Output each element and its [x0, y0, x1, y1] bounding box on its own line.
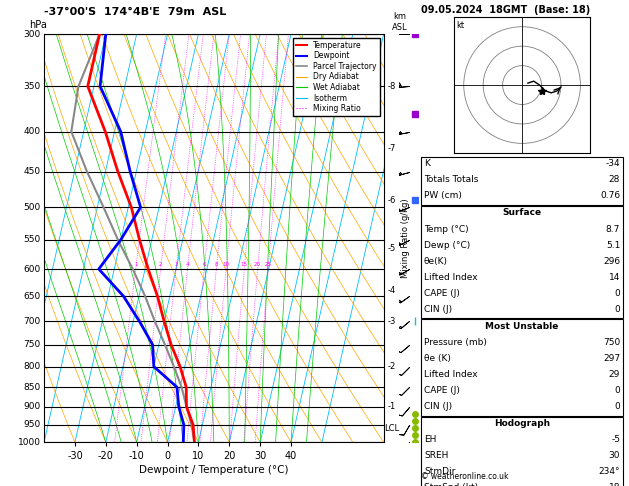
- Text: 450: 450: [23, 167, 41, 176]
- Text: 700: 700: [23, 317, 41, 326]
- Text: 950: 950: [23, 420, 41, 429]
- Text: -3: -3: [387, 317, 396, 326]
- Text: 4: 4: [186, 262, 189, 267]
- Text: 0: 0: [615, 386, 620, 395]
- Text: PW (cm): PW (cm): [424, 191, 462, 200]
- Text: Pressure (mb): Pressure (mb): [424, 338, 487, 347]
- Text: 800: 800: [23, 362, 41, 371]
- Text: 350: 350: [23, 82, 41, 91]
- Text: 20: 20: [254, 262, 261, 267]
- Text: LCL: LCL: [384, 424, 399, 433]
- Text: kt: kt: [456, 21, 464, 30]
- Text: 0: 0: [615, 402, 620, 411]
- Text: 15: 15: [241, 262, 248, 267]
- Text: θe (K): θe (K): [424, 354, 451, 363]
- Text: 750: 750: [603, 338, 620, 347]
- Text: SREH: SREH: [424, 451, 448, 460]
- Legend: Temperature, Dewpoint, Parcel Trajectory, Dry Adiabat, Wet Adiabat, Isotherm, Mi: Temperature, Dewpoint, Parcel Trajectory…: [292, 38, 380, 116]
- Text: 750: 750: [23, 340, 41, 349]
- Text: -5: -5: [387, 244, 396, 253]
- Text: 0.76: 0.76: [600, 191, 620, 200]
- Text: Dewp (°C): Dewp (°C): [424, 241, 470, 249]
- Text: hPa: hPa: [29, 20, 47, 30]
- Text: 0: 0: [615, 305, 620, 313]
- Text: StmSpd (kt): StmSpd (kt): [424, 483, 478, 486]
- Text: 5.1: 5.1: [606, 241, 620, 249]
- Text: -1: -1: [387, 402, 396, 411]
- Text: km
ASL: km ASL: [392, 12, 407, 32]
- Text: Temp (°C): Temp (°C): [424, 225, 469, 233]
- Text: -2: -2: [387, 362, 396, 371]
- Text: Lifted Index: Lifted Index: [424, 273, 477, 281]
- Text: 0: 0: [615, 289, 620, 297]
- Text: 650: 650: [23, 292, 41, 301]
- Text: 296: 296: [603, 257, 620, 265]
- Text: Surface: Surface: [503, 208, 542, 217]
- Text: 400: 400: [23, 127, 41, 136]
- Text: 28: 28: [609, 175, 620, 184]
- Text: 3: 3: [174, 262, 178, 267]
- Text: -34: -34: [606, 159, 620, 168]
- Text: 500: 500: [23, 203, 41, 212]
- Text: 1: 1: [134, 262, 137, 267]
- Text: Totals Totals: Totals Totals: [424, 175, 478, 184]
- Text: 2: 2: [159, 262, 162, 267]
- Text: 300: 300: [23, 30, 41, 38]
- Text: Mixing Ratio (g/kg): Mixing Ratio (g/kg): [401, 198, 410, 278]
- Text: -4: -4: [387, 286, 396, 295]
- Text: 550: 550: [23, 235, 41, 244]
- Text: 234°: 234°: [599, 467, 620, 476]
- X-axis label: Dewpoint / Temperature (°C): Dewpoint / Temperature (°C): [139, 466, 289, 475]
- Text: © weatheronline.co.uk: © weatheronline.co.uk: [421, 472, 509, 481]
- Text: StmDir: StmDir: [424, 467, 455, 476]
- Text: 600: 600: [23, 264, 41, 274]
- Text: θe(K): θe(K): [424, 257, 448, 265]
- Text: 1000: 1000: [18, 438, 41, 447]
- Text: -5: -5: [611, 435, 620, 444]
- Text: 18: 18: [609, 483, 620, 486]
- Text: CIN (J): CIN (J): [424, 402, 452, 411]
- Text: 6: 6: [203, 262, 206, 267]
- Text: 8: 8: [214, 262, 218, 267]
- Text: Lifted Index: Lifted Index: [424, 370, 477, 379]
- Text: Most Unstable: Most Unstable: [486, 322, 559, 330]
- Text: K: K: [424, 159, 430, 168]
- Text: CIN (J): CIN (J): [424, 305, 452, 313]
- Text: 14: 14: [609, 273, 620, 281]
- Text: 297: 297: [603, 354, 620, 363]
- Text: CAPE (J): CAPE (J): [424, 289, 460, 297]
- Text: 10: 10: [223, 262, 230, 267]
- Text: 8.7: 8.7: [606, 225, 620, 233]
- Text: -7: -7: [387, 143, 396, 153]
- Text: 30: 30: [609, 451, 620, 460]
- Text: 900: 900: [23, 402, 41, 411]
- Text: 09.05.2024  18GMT  (Base: 18): 09.05.2024 18GMT (Base: 18): [421, 5, 591, 15]
- Text: -8: -8: [387, 82, 396, 91]
- Text: -37°00'S  174°4B'E  79m  ASL: -37°00'S 174°4B'E 79m ASL: [44, 7, 226, 17]
- Text: CAPE (J): CAPE (J): [424, 386, 460, 395]
- Text: EH: EH: [424, 435, 437, 444]
- Text: 29: 29: [609, 370, 620, 379]
- Text: -6: -6: [387, 196, 396, 205]
- Text: 25: 25: [265, 262, 272, 267]
- Text: 850: 850: [23, 382, 41, 392]
- Text: Hodograph: Hodograph: [494, 419, 550, 428]
